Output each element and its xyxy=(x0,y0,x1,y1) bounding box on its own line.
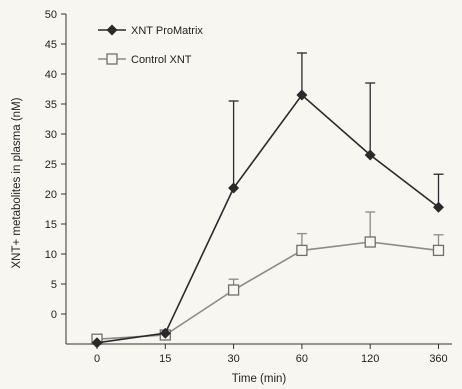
y-tick-label: 25 xyxy=(45,159,57,171)
legend-item-xnt-promatrix: XNT ProMatrix xyxy=(98,24,203,37)
legend-label-control-xnt: Control XNT xyxy=(131,54,192,66)
data-point xyxy=(432,244,445,257)
legend: XNT ProMatrix Control XNT xyxy=(98,24,203,66)
y-tick-label: 15 xyxy=(45,219,57,231)
x-tick-label: 0 xyxy=(94,353,100,365)
data-point xyxy=(296,89,308,101)
x-axis-title: Time (min) xyxy=(232,373,287,385)
y-tick-label: 50 xyxy=(45,9,57,21)
legend-diamond-icon xyxy=(106,24,118,36)
y-ticks: 0 5 10 15 20 25 30 35 40 45 50 xyxy=(45,9,66,321)
data-point xyxy=(228,182,240,194)
legend-item-control-xnt: Control XNT xyxy=(98,53,192,66)
series-xnt-promatrix xyxy=(91,52,444,349)
y-tick-label: 35 xyxy=(45,99,57,111)
y-tick-label: 20 xyxy=(45,189,57,201)
data-point xyxy=(91,337,103,349)
plot-area: 0 5 10 15 20 25 30 35 40 45 50 0 15 30 60 120 360 xyxy=(45,9,452,365)
series-layer xyxy=(91,52,445,349)
data-point xyxy=(364,236,376,248)
data-point xyxy=(296,244,308,257)
series-line xyxy=(96,93,439,344)
y-tick-label: 40 xyxy=(45,69,57,81)
series-line xyxy=(96,241,439,340)
y-tick-label: 5 xyxy=(51,279,57,291)
x-tick-label: 30 xyxy=(227,353,239,365)
x-tick-label: 60 xyxy=(296,353,308,365)
y-tick-label: 0 xyxy=(51,309,57,321)
legend-label-xnt-promatrix: XNT ProMatrix xyxy=(131,25,203,37)
y-tick-label: 45 xyxy=(45,39,57,51)
data-point xyxy=(159,327,171,339)
x-tick-label: 120 xyxy=(361,353,379,365)
y-axis-title: XNT+ metabolites in plasma (nM) xyxy=(11,97,23,268)
legend-square-icon xyxy=(106,53,118,65)
x-tick-label: 360 xyxy=(429,353,447,365)
y-tick-label: 30 xyxy=(45,129,57,141)
x-tick-label: 15 xyxy=(159,353,171,365)
data-point xyxy=(364,149,376,161)
series-control-xnt xyxy=(91,211,445,345)
data-point xyxy=(433,201,444,213)
data-point xyxy=(227,284,240,296)
y-tick-label: 10 xyxy=(45,249,57,261)
x-ticks: 0 15 30 60 120 360 xyxy=(94,344,448,365)
